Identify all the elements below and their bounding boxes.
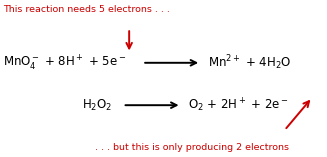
Text: Mn$^{2+}$ + 4H$_2$O: Mn$^{2+}$ + 4H$_2$O [208, 53, 291, 72]
Text: This reaction needs 5 electrons . . .: This reaction needs 5 electrons . . . [3, 5, 170, 14]
Text: . . . but this is only producing 2 electrons: . . . but this is only producing 2 elect… [95, 143, 289, 152]
Text: MnO$_4^-$ + 8H$^+$ + 5e$^-$: MnO$_4^-$ + 8H$^+$ + 5e$^-$ [3, 53, 127, 72]
Text: O$_2$ + 2H$^+$ + 2e$^-$: O$_2$ + 2H$^+$ + 2e$^-$ [188, 97, 289, 114]
Text: H$_2$O$_2$: H$_2$O$_2$ [82, 98, 112, 113]
